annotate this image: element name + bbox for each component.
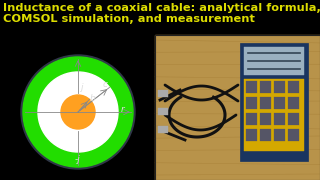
Text: b: b xyxy=(90,94,95,103)
Bar xyxy=(244,79,304,151)
Bar xyxy=(260,129,271,141)
Circle shape xyxy=(23,57,133,167)
Bar xyxy=(288,113,299,125)
Bar xyxy=(288,81,299,93)
Circle shape xyxy=(38,72,118,152)
Bar xyxy=(246,113,257,125)
Bar xyxy=(246,129,257,141)
Bar xyxy=(246,81,257,93)
Bar xyxy=(158,90,168,97)
Text: j: j xyxy=(80,82,82,91)
Circle shape xyxy=(21,55,135,169)
Bar xyxy=(244,47,304,75)
Circle shape xyxy=(61,95,95,129)
Bar xyxy=(274,129,285,141)
Bar xyxy=(246,97,257,109)
Text: -j: -j xyxy=(74,154,80,163)
Text: COMSOL simulation, and measurement: COMSOL simulation, and measurement xyxy=(3,14,255,24)
Bar xyxy=(274,113,285,125)
Text: r: r xyxy=(121,105,125,114)
Bar xyxy=(288,97,299,109)
Bar xyxy=(240,43,308,161)
Bar xyxy=(288,129,299,141)
Bar xyxy=(274,97,285,109)
Bar xyxy=(260,97,271,109)
Text: c: c xyxy=(103,80,108,89)
Bar xyxy=(158,108,168,115)
Bar xyxy=(260,81,271,93)
Bar xyxy=(274,81,285,93)
Bar xyxy=(260,113,271,125)
Bar xyxy=(155,35,320,180)
Bar xyxy=(158,126,168,133)
Bar xyxy=(155,35,320,180)
Text: Inductance of a coaxial cable: analytical formula,: Inductance of a coaxial cable: analytica… xyxy=(3,3,320,13)
